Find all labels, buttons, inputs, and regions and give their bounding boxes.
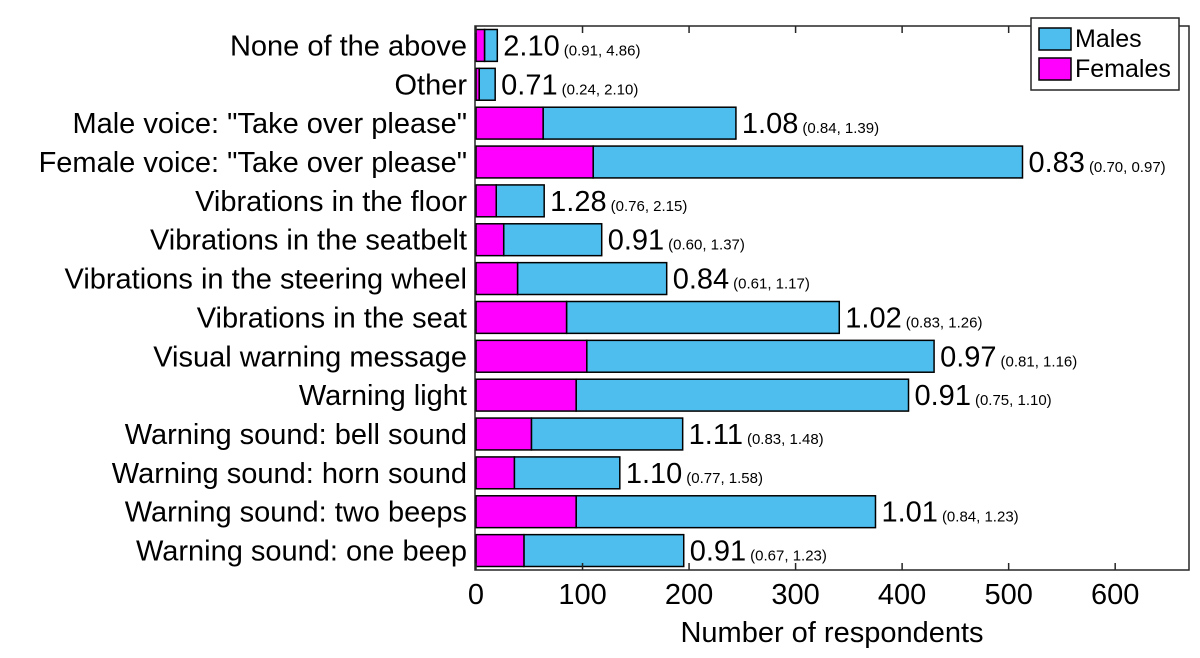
ratio-label: 1.28 (0.76, 2.15): [550, 186, 687, 218]
bar-females: [475, 300, 568, 335]
bar-males: [483, 28, 499, 63]
ratio-label: 0.84 (0.61, 1.17): [673, 264, 810, 296]
bar-females: [475, 378, 577, 412]
bar-males: [575, 495, 877, 529]
legend-label-females: Females: [1075, 55, 1171, 83]
bar-males: [516, 261, 668, 296]
bar-females: [475, 417, 533, 451]
bar-females: [475, 495, 577, 529]
ratio-label: 0.97 (0.81, 1.16): [940, 341, 1077, 373]
category-label: None of the above: [230, 30, 467, 62]
x-tick-label: 0: [468, 579, 484, 611]
ratio-label: 1.11 (0.83, 1.48): [689, 419, 824, 451]
bar-females: [475, 67, 480, 101]
bar-females: [475, 223, 505, 257]
bar-females: [475, 145, 594, 179]
ratio-label: 0.71 (0.24, 2.10): [501, 69, 638, 101]
ci-label: (0.84, 1.39): [802, 120, 879, 137]
legend-label-males: Males: [1075, 25, 1142, 53]
ci-label: (0.61, 1.17): [733, 276, 810, 293]
x-axis-title: Number of respondents: [680, 617, 983, 649]
bar-females: [475, 28, 486, 63]
bar-females: [475, 533, 525, 568]
legend-swatch-females: [1038, 57, 1072, 81]
bars-layer: [475, 28, 1024, 568]
category-label: Visual warning message: [153, 341, 467, 373]
bar-females: [475, 339, 588, 373]
ci-label: (0.60, 1.37): [668, 237, 745, 254]
ci-label: (0.83, 1.48): [747, 431, 824, 448]
category-label: Warning light: [299, 380, 467, 412]
ratio-label: 0.91 (0.67, 1.23): [690, 536, 827, 568]
ci-label: (0.75, 1.10): [975, 392, 1052, 409]
category-label: Vibrations in the seatbelt: [150, 225, 467, 257]
x-tick-label: 100: [558, 579, 606, 611]
ci-label: (0.24, 2.10): [562, 81, 639, 98]
bar-females: [475, 184, 497, 218]
plot-frame: [474, 25, 1190, 571]
bar-males: [565, 300, 841, 335]
category-labels: None of the above Other Male voice: "Take …: [39, 30, 468, 567]
x-axis: 0 100 200 300 400 500 600: [468, 26, 1139, 611]
bar-males: [513, 456, 621, 490]
ratio-label: 0.91 (0.60, 1.37): [608, 225, 745, 257]
ci-label: (0.84, 1.23): [942, 509, 1019, 526]
category-label: Vibrations in the steering wheel: [65, 264, 468, 296]
bar-males: [478, 67, 496, 101]
ci-label: (0.76, 2.15): [611, 198, 688, 215]
bar-males: [523, 533, 685, 568]
bar-males: [502, 223, 603, 257]
ci-label: (0.67, 1.23): [750, 548, 827, 565]
x-tick-label: 500: [984, 579, 1032, 611]
category-label: Warning sound: one beep: [136, 536, 467, 568]
ci-label: (0.83, 1.26): [906, 314, 983, 331]
category-label: Other: [394, 69, 467, 101]
bar-males: [495, 184, 545, 218]
ratio-label: 1.01 (0.84, 1.23): [881, 497, 1018, 529]
category-label: Warning sound: bell sound: [125, 419, 467, 451]
bar-males: [575, 378, 910, 412]
ratio-label: 0.83 (0.70, 0.97): [1028, 147, 1165, 179]
x-tick-label: 400: [878, 579, 926, 611]
bar-males: [530, 417, 684, 451]
bar-males: [542, 106, 737, 140]
ratio-label: 0.91 (0.75, 1.10): [915, 380, 1052, 412]
category-label: Warning sound: horn sound: [112, 458, 467, 490]
category-label: Female voice: "Take over please": [39, 147, 467, 179]
ci-label: (0.77, 1.58): [686, 470, 763, 487]
x-tick-label: 300: [771, 579, 819, 611]
x-tick-label: 200: [665, 579, 713, 611]
ci-label: (0.70, 0.97): [1089, 159, 1166, 176]
legend-swatch-males: [1038, 27, 1072, 51]
ratio-label: 2.10 (0.91, 4.86): [503, 30, 640, 62]
category-label: Male voice: "Take over please": [72, 108, 467, 140]
x-tick-label: 600: [1091, 579, 1139, 611]
ci-label: (0.91, 4.86): [564, 42, 641, 59]
bar-females: [475, 106, 544, 140]
category-label: Warning sound: two beeps: [125, 497, 467, 529]
ratio-label: 1.02 (0.83, 1.26): [845, 302, 982, 334]
ci-label: (0.81, 1.16): [1001, 353, 1078, 370]
bar-males: [592, 145, 1024, 179]
category-label: Vibrations in the floor: [195, 186, 467, 218]
ratio-label: 1.10 (0.77, 1.58): [626, 458, 763, 490]
ratio-label: 1.08 (0.84, 1.39): [742, 108, 879, 140]
bar-males: [586, 339, 935, 373]
bar-females: [475, 261, 519, 296]
category-label: Vibrations in the seat: [197, 302, 467, 334]
bar-females: [475, 456, 516, 490]
